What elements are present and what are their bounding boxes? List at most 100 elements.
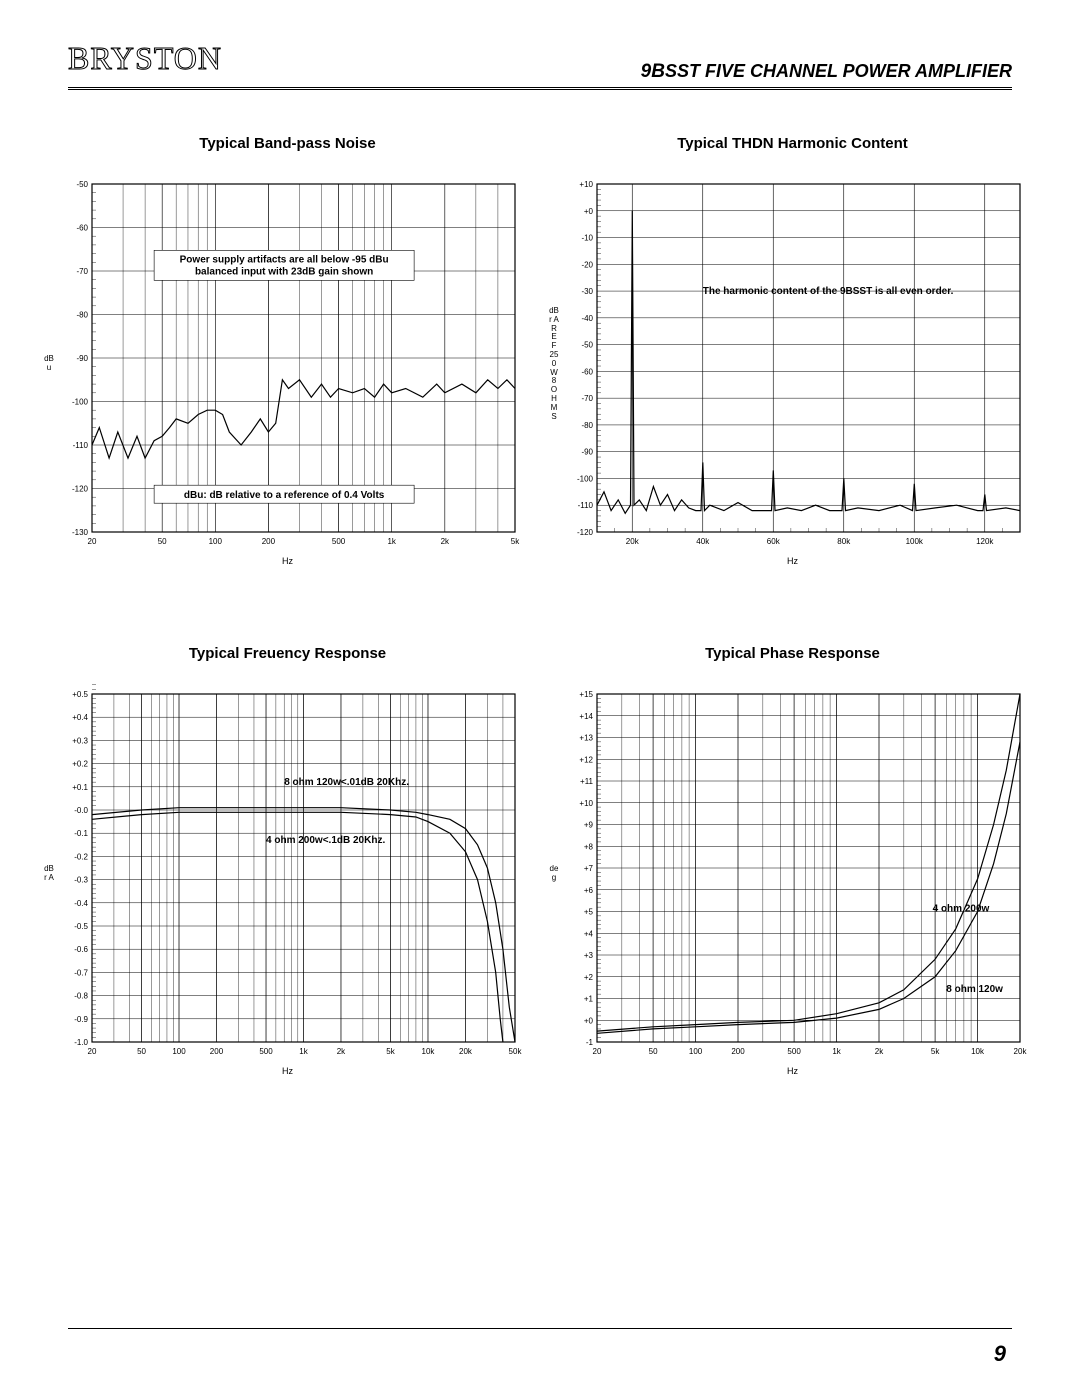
svg-text:20: 20 (88, 1047, 97, 1056)
y-axis-label: dBu (44, 355, 54, 373)
svg-text:-90: -90 (76, 354, 88, 363)
svg-text:+4: +4 (584, 929, 594, 938)
svg-text:-100: -100 (72, 398, 89, 407)
chart-thdn: Typical THDN Harmonic Content dBr A REF … (555, 135, 1030, 605)
svg-text:40k: 40k (696, 537, 710, 546)
svg-text:+11: +11 (580, 777, 594, 786)
svg-text:500: 500 (787, 1047, 801, 1056)
svg-text:+2: +2 (584, 973, 594, 982)
svg-text:4 ohm 200w<.1dB 20Khz.: 4 ohm 200w<.1dB 20Khz. (266, 835, 385, 846)
svg-text:1k: 1k (299, 1047, 308, 1056)
header-title: 9BSST FIVE CHANNEL POWER AMPLIFIER (641, 61, 1012, 83)
chart-freq-response: Typical Freuency Response dBr A -1.0-0.9… (50, 645, 525, 1115)
svg-text:-40: -40 (581, 314, 593, 323)
svg-text:-110: -110 (73, 441, 89, 450)
svg-text:1k: 1k (387, 537, 396, 546)
chart-bandpass-noise: Typical Band-pass Noise dBu -130-120-110… (50, 135, 525, 605)
svg-text:100: 100 (172, 1047, 186, 1056)
svg-text:-80: -80 (76, 311, 88, 320)
svg-text:+7: +7 (584, 864, 594, 873)
chart-phase-response: Typical Phase Response deg -1+0+1+2+3+4+… (555, 645, 1030, 1115)
svg-text:+1: +1 (584, 995, 594, 1004)
svg-text:balanced input with 23dB gain: balanced input with 23dB gain shown (195, 266, 373, 277)
svg-text:+13: +13 (579, 734, 593, 743)
svg-text:-0.3: -0.3 (74, 876, 88, 885)
footer-rule (68, 1328, 1012, 1329)
svg-text:20: 20 (593, 1047, 602, 1056)
svg-text:50k: 50k (509, 1047, 523, 1056)
svg-text:500: 500 (259, 1047, 273, 1056)
y-axis-label: deg (549, 865, 559, 883)
svg-text:+12: +12 (579, 755, 593, 764)
model-number: 9B (641, 61, 665, 82)
svg-text:-0.7: -0.7 (74, 968, 88, 977)
page-header: BRYSTON 9BSST FIVE CHANNEL POWER AMPLIFI… (68, 50, 1012, 90)
svg-text:-0.1: -0.1 (74, 829, 88, 838)
svg-text:20k: 20k (459, 1047, 473, 1056)
chart-svg: -1.0-0.9-0.8-0.7-0.6-0.5-0.4-0.3-0.2-0.1… (50, 684, 525, 1064)
svg-text:-0.4: -0.4 (74, 899, 88, 908)
svg-text:20: 20 (88, 537, 97, 546)
svg-text:-70: -70 (76, 267, 88, 276)
x-axis-label: Hz (555, 1066, 1030, 1076)
svg-text:+15: +15 (579, 690, 593, 699)
y-axis-label: dBr A (44, 865, 54, 883)
svg-text:1k: 1k (832, 1047, 841, 1056)
svg-text:-120: -120 (577, 528, 594, 537)
svg-text:4 ohm 200w: 4 ohm 200w (933, 904, 990, 915)
svg-text:-70: -70 (581, 394, 593, 403)
svg-text:60k: 60k (767, 537, 781, 546)
svg-text:120k: 120k (976, 537, 994, 546)
svg-text:+10: +10 (579, 799, 593, 808)
svg-text:50: 50 (649, 1047, 658, 1056)
svg-text:2k: 2k (441, 537, 450, 546)
charts-grid: Typical Band-pass Noise dBu -130-120-110… (50, 135, 1030, 1115)
svg-text:+9: +9 (584, 821, 594, 830)
svg-text:+0.2: +0.2 (72, 760, 88, 769)
svg-text:200: 200 (262, 537, 276, 546)
svg-text:-0.0: -0.0 (74, 806, 88, 815)
svg-text:200: 200 (210, 1047, 224, 1056)
svg-text:5k: 5k (931, 1047, 940, 1056)
svg-text:+0.3: +0.3 (72, 736, 88, 745)
svg-text:10k: 10k (422, 1047, 436, 1056)
x-axis-label: Hz (555, 556, 1030, 566)
svg-text:-20: -20 (581, 260, 593, 269)
svg-text:+10: +10 (579, 180, 593, 189)
svg-text:50: 50 (137, 1047, 146, 1056)
svg-text:-30: -30 (581, 287, 593, 296)
svg-text:Power supply artifacts are all: Power supply artifacts are all below -95… (180, 254, 389, 265)
svg-text:-50: -50 (76, 180, 88, 189)
svg-text:+0: +0 (584, 207, 594, 216)
svg-text:+6: +6 (584, 886, 594, 895)
svg-text:-80: -80 (581, 421, 593, 430)
svg-text:50: 50 (158, 537, 167, 546)
svg-text:-110: -110 (578, 501, 594, 510)
svg-text:+14: +14 (579, 712, 593, 721)
y-axis-label: dBr A REF 250W 8 OHMS (549, 307, 559, 421)
svg-text:-0.6: -0.6 (74, 945, 88, 954)
svg-text:+3: +3 (584, 951, 594, 960)
svg-text:+0: +0 (584, 1016, 594, 1025)
svg-text:+0.4: +0.4 (72, 713, 88, 722)
svg-text:-60: -60 (76, 224, 88, 233)
svg-text:100: 100 (209, 537, 223, 546)
svg-text:5k: 5k (511, 537, 520, 546)
brand-logo: BRYSTON (68, 40, 222, 77)
svg-text:5k: 5k (386, 1047, 395, 1056)
page-number: 9 (994, 1341, 1006, 1367)
svg-text:-1: -1 (586, 1038, 594, 1047)
svg-text:2k: 2k (337, 1047, 346, 1056)
title-suffix: SST FIVE CHANNEL POWER AMPLIFIER (665, 61, 1012, 81)
svg-text:+5: +5 (584, 908, 594, 917)
x-axis-label: Hz (50, 1066, 525, 1076)
chart-title: Typical Band-pass Noise (50, 135, 525, 152)
svg-text:100k: 100k (906, 537, 924, 546)
svg-text:2k: 2k (875, 1047, 884, 1056)
svg-text:-60: -60 (581, 367, 593, 376)
svg-text:-100: -100 (577, 474, 594, 483)
svg-text:The harmonic content of the 9B: The harmonic content of the 9BSST is all… (703, 286, 954, 297)
chart-svg: -120-110-100-90-80-70-60-50-40-30-20-10+… (555, 174, 1030, 554)
svg-text:-50: -50 (581, 341, 593, 350)
svg-text:-10: -10 (581, 234, 593, 243)
